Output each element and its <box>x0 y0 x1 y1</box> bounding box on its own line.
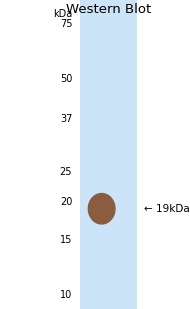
Text: 20: 20 <box>60 197 72 207</box>
Text: Western Blot: Western Blot <box>66 3 151 16</box>
Text: 10: 10 <box>60 290 72 300</box>
Text: 75: 75 <box>60 19 72 29</box>
Polygon shape <box>88 193 115 224</box>
Text: 37: 37 <box>60 114 72 124</box>
Bar <box>80 0 137 309</box>
Text: 50: 50 <box>60 74 72 84</box>
Text: ← 19kDa: ← 19kDa <box>144 204 190 214</box>
Text: 15: 15 <box>60 235 72 245</box>
Text: 25: 25 <box>60 167 72 177</box>
Text: kDa: kDa <box>53 9 72 19</box>
